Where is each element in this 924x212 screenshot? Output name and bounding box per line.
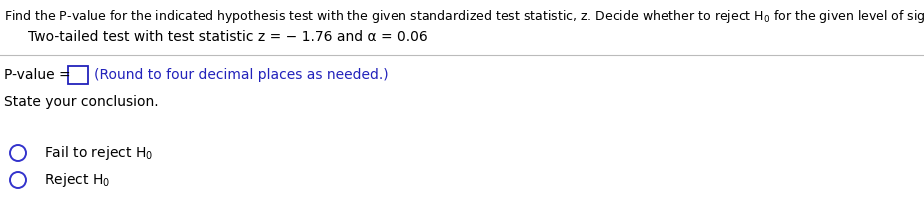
- Circle shape: [10, 172, 26, 188]
- Text: State your conclusion.: State your conclusion.: [4, 95, 159, 109]
- Text: Find the P-value for the indicated hypothesis test with the given standardized t: Find the P-value for the indicated hypot…: [4, 8, 924, 25]
- Text: Fail to reject H$_0$: Fail to reject H$_0$: [44, 144, 153, 162]
- FancyBboxPatch shape: [68, 66, 88, 84]
- Text: (Round to four decimal places as needed.): (Round to four decimal places as needed.…: [94, 68, 389, 82]
- Text: P-value =: P-value =: [4, 68, 75, 82]
- Circle shape: [10, 145, 26, 161]
- Text: Reject H$_0$: Reject H$_0$: [44, 171, 110, 189]
- Text: Two-tailed test with test statistic z = − 1.76 and α = 0.06: Two-tailed test with test statistic z = …: [28, 30, 428, 44]
